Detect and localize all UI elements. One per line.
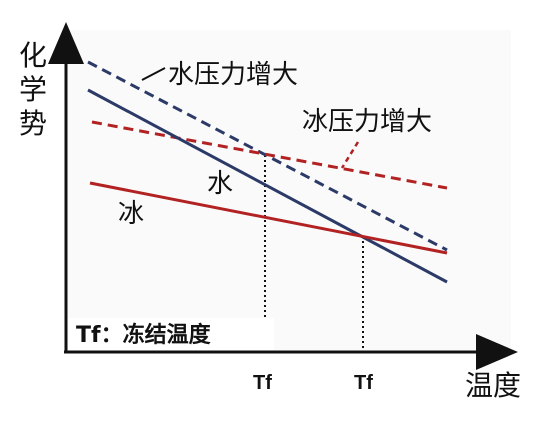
x-axis-label: 温度 bbox=[465, 369, 521, 402]
y-axis-label-char-1: 学 bbox=[19, 73, 47, 106]
plot-area bbox=[66, 30, 511, 350]
ice-line bbox=[89, 181, 448, 255]
y-axis-label-char-0: 化 bbox=[19, 39, 47, 72]
tf-right-label: Tf bbox=[354, 372, 373, 394]
ice-label: 冰 bbox=[118, 199, 144, 229]
note-background bbox=[68, 318, 274, 350]
water-high-pressure-label: 水压力增大 bbox=[168, 60, 298, 90]
tf-left-label: Tf bbox=[253, 372, 272, 394]
ice-high-pressure-line bbox=[91, 120, 448, 190]
water-label: 水 bbox=[207, 169, 233, 199]
water-pressure-leader bbox=[141, 67, 166, 81]
ice-high-pressure-label: 冰压力增大 bbox=[302, 107, 432, 137]
water-high-pressure-line bbox=[87, 60, 448, 252]
water-line bbox=[87, 88, 448, 284]
y-axis-label-char-2: 势 bbox=[19, 107, 47, 140]
freezing-temperature-note: Tf：冻结温度 bbox=[76, 322, 212, 348]
